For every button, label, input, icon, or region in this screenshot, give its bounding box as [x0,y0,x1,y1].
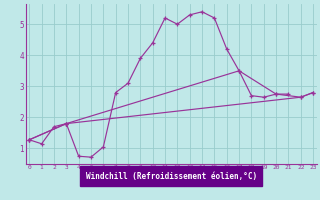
X-axis label: Windchill (Refroidissement éolien,°C): Windchill (Refroidissement éolien,°C) [86,172,257,181]
